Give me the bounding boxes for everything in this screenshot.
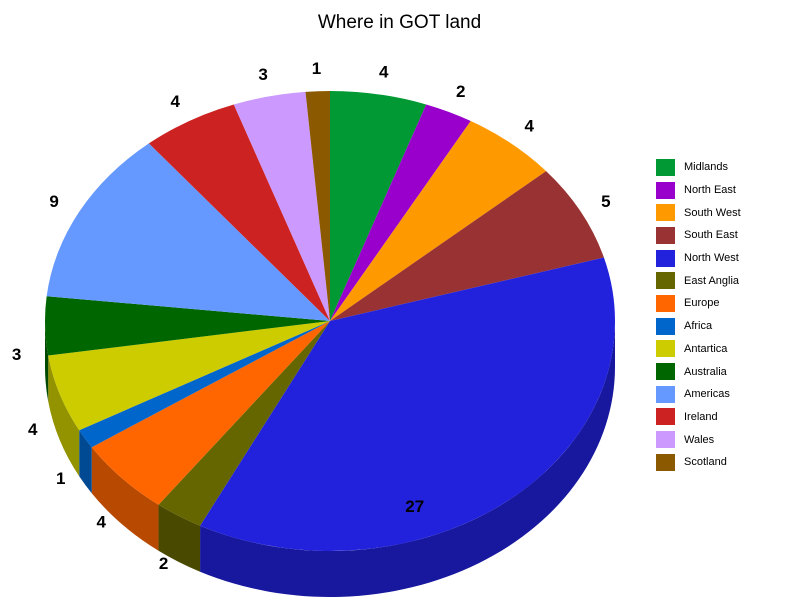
- legend-label: Antartica: [684, 342, 728, 355]
- legend-swatch: [656, 158, 675, 176]
- pie-slice-wales: [233, 91, 330, 322]
- legend-label: North West: [684, 252, 739, 265]
- data-label: 4: [524, 117, 534, 136]
- legend-swatch: [656, 385, 675, 403]
- pie-slice-scotland: [305, 91, 330, 321]
- data-label: 1: [312, 59, 321, 78]
- data-label: 27: [405, 497, 424, 516]
- legend-item: South West: [656, 201, 741, 224]
- legend-swatch: [656, 453, 675, 471]
- legend-label: Scotland: [684, 456, 727, 469]
- legend-swatch: [656, 181, 675, 199]
- data-label: 3: [258, 65, 267, 84]
- legend-item: Wales: [656, 428, 741, 451]
- legend-item: Europe: [656, 292, 741, 315]
- legend-swatch: [656, 340, 675, 358]
- data-label: 4: [170, 92, 180, 111]
- data-label: 9: [49, 192, 58, 211]
- legend: Midlands North East South West South East No…: [656, 156, 741, 474]
- legend-label: Wales: [684, 433, 715, 446]
- legend-swatch: [656, 408, 675, 426]
- legend-item: Australia: [656, 360, 741, 383]
- data-label: 3: [12, 345, 21, 364]
- pie-slice-south-east: [330, 171, 604, 321]
- pie-slice-side: [79, 430, 92, 494]
- legend-item: North East: [656, 179, 741, 202]
- legend-swatch: [656, 431, 675, 449]
- data-label: 4: [97, 513, 107, 532]
- legend-item: Antartica: [656, 338, 741, 361]
- pie-slice-side: [200, 321, 616, 597]
- legend-item: Africa: [656, 315, 741, 338]
- pie-slice-side: [91, 447, 159, 551]
- pie-slice-midlands: [330, 91, 427, 321]
- pie-slice-north-east: [330, 104, 471, 322]
- legend-swatch: [656, 272, 675, 290]
- legend-label: Ireland: [684, 410, 718, 423]
- legend-label: Australia: [684, 365, 727, 378]
- pie-slice-africa: [79, 321, 330, 448]
- data-label: 4: [379, 63, 389, 82]
- legend-swatch: [656, 226, 675, 244]
- pie-slice-antartica: [48, 321, 330, 431]
- pie-slice-americas: [46, 143, 331, 321]
- data-label: 1: [56, 469, 65, 488]
- legend-label: Europe: [684, 297, 720, 310]
- legend-label: Americas: [684, 388, 730, 401]
- legend-label: North East: [684, 184, 736, 197]
- legend-item: Americas: [656, 383, 741, 406]
- legend-item: South East: [656, 224, 741, 247]
- legend-swatch: [656, 204, 675, 222]
- chart-title: Where in GOT land: [317, 12, 482, 33]
- legend-item: Scotland: [656, 451, 741, 474]
- pie-slice-europe: [91, 321, 331, 505]
- pie-slice-side: [45, 321, 49, 402]
- pie-slice-south-west: [330, 120, 547, 321]
- legend-label: South West: [684, 206, 741, 219]
- legend-label: South East: [684, 229, 738, 242]
- pie-slice-east-anglia: [158, 321, 330, 526]
- legend-label: East Anglia: [684, 274, 740, 287]
- legend-item: North West: [656, 247, 741, 270]
- legend-item: East Anglia: [656, 269, 741, 292]
- legend-label: Midlands: [684, 161, 729, 174]
- data-label: 4: [28, 420, 38, 439]
- legend-swatch: [656, 249, 675, 267]
- legend-swatch: [656, 294, 675, 312]
- pie-slice-side: [48, 355, 80, 477]
- pie-slice-australia: [44, 296, 330, 356]
- legend-label: Africa: [684, 320, 713, 333]
- legend-item: Ireland: [656, 406, 741, 429]
- pie-slice-side: [158, 504, 201, 572]
- data-label: 2: [159, 554, 168, 573]
- pie-slice-north-west: [200, 257, 616, 551]
- legend-swatch: [656, 363, 675, 381]
- data-label: 2: [456, 82, 465, 101]
- legend-item: Midlands: [656, 156, 741, 179]
- data-label: 5: [601, 192, 610, 211]
- pie-slice-ireland: [148, 104, 330, 322]
- legend-swatch: [656, 317, 675, 335]
